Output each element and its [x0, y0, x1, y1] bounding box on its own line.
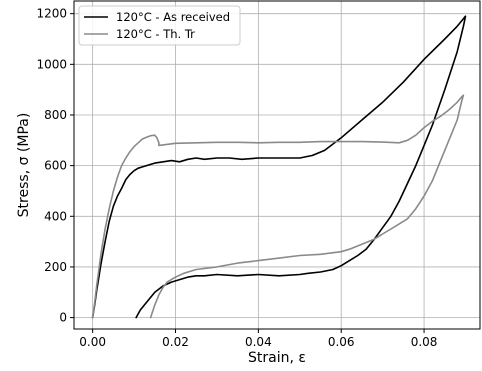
x-axis-label: Strain, ε — [248, 350, 306, 366]
y-tick-label: 1000 — [36, 57, 67, 71]
x-tick-label: 0.08 — [411, 335, 438, 349]
legend-label-as-received: 120°C - As received — [116, 10, 230, 24]
y-tick-label: 200 — [44, 260, 67, 274]
plot-frame — [73, 0, 481, 330]
x-axis-ticks: 0.00 0.02 0.04 0.06 0.08 — [79, 329, 437, 349]
legend: 120°C - As received 120°C - Th. Tr — [78, 5, 241, 46]
series-line-as-received — [91, 15, 467, 319]
y-axis-ticks: 0 200 400 600 800 1000 1200 — [36, 7, 74, 325]
legend-box — [78, 5, 241, 46]
y-tick-label: 600 — [44, 159, 67, 173]
x-tick-label: 0.04 — [245, 335, 272, 349]
x-tick-label: 0.00 — [79, 335, 106, 349]
y-tick-label: 1200 — [36, 7, 67, 21]
x-tick-label: 0.02 — [162, 335, 189, 349]
x-tick-label: 0.06 — [328, 335, 355, 349]
series-layer — [91, 15, 467, 319]
y-tick-label: 0 — [59, 311, 67, 325]
y-axis-label: Stress, σ (MPa) — [16, 113, 32, 218]
series-line-th-tr — [91, 94, 465, 319]
y-tick-label: 400 — [44, 209, 67, 223]
legend-label-th-tr: 120°C - Th. Tr — [116, 27, 195, 41]
y-tick-label: 800 — [44, 108, 67, 122]
plot-background — [74, 1, 480, 329]
